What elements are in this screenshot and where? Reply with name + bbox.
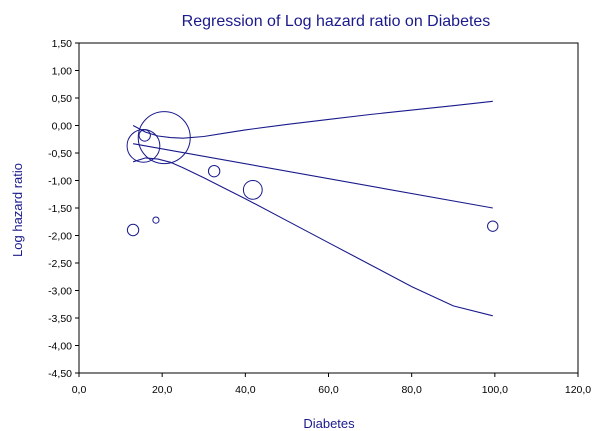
x-axis-label: Diabetes [303,416,355,431]
data-point [127,224,138,235]
x-tick-label: 80,0 [401,384,422,396]
y-tick-label: 1,00 [52,66,73,78]
y-tick-label: -3,50 [48,313,72,325]
data-point [208,165,219,176]
confidence-lower-line [133,158,493,316]
regression-line [133,144,493,208]
chart-title: Regression of Log hazard ratio on Diabet… [182,13,491,30]
data-point [488,221,498,231]
x-tick-label: 20,0 [152,384,173,396]
y-tick-label: -1,50 [48,203,72,215]
y-tick-label: 0,00 [52,121,73,133]
data-point [138,112,190,164]
y-tick-label: -1,00 [48,176,72,188]
y-tick-label: 0,50 [52,93,73,105]
y-tick-label: -4,00 [48,341,72,353]
y-axis-label: Log hazard ratio [10,163,25,257]
x-tick-label: 120,0 [565,384,591,396]
x-tick-label: 0,0 [72,384,87,396]
y-tick-label: -2,00 [48,231,72,243]
y-tick-label: -3,00 [48,286,72,298]
data-point [243,180,262,199]
data-point [153,217,159,223]
x-tick-label: 40,0 [235,384,256,396]
y-tick-label: -4,50 [48,368,72,380]
x-tick-label: 60,0 [318,384,339,396]
data-points [127,112,498,236]
regression-lines [133,101,493,315]
x-axis: 0,0 20,0 40,0 60,0 80,0 100,0 120,0 [72,373,592,396]
plot-frame [79,43,578,373]
y-tick-label: 1,50 [52,38,73,50]
y-tick-label: -2,50 [48,258,72,270]
y-axis: 1,50 1,00 0,50 0,00 -0,50 -1,00 -1,50 -2,00 -2,5… [48,38,79,380]
y-tick-label: -0,50 [48,148,72,160]
confidence-upper-line [133,101,493,138]
x-tick-label: 100,0 [482,384,508,396]
